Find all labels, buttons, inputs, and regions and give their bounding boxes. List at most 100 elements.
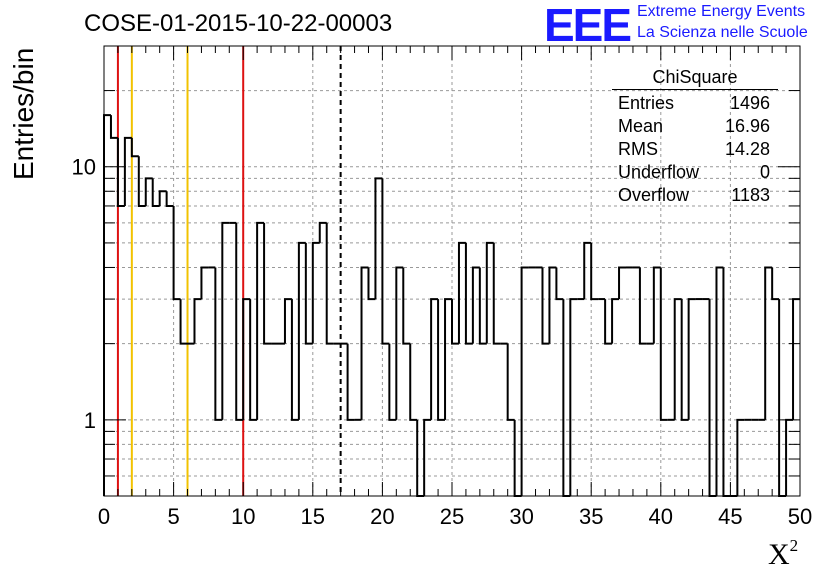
histogram-bin [451, 299, 459, 345]
chart-title: COSE-01-2015-10-22-00003 [84, 10, 393, 37]
histogram-bin [471, 266, 480, 344]
histogram-bin [318, 221, 327, 243]
histogram-bin [618, 266, 626, 300]
histogram-bin [437, 299, 446, 421]
stats-row-underflow: Underflow 0 [612, 161, 778, 184]
histogram-bin [478, 267, 487, 345]
histogram-bin [715, 266, 724, 496]
histogram-bin [520, 266, 529, 496]
histogram-bin [444, 298, 452, 420]
stats-row-entries: Entries 1496 [612, 92, 778, 115]
histogram-bin [792, 298, 800, 420]
stats-label: Entries [618, 93, 675, 113]
histogram-bin [402, 267, 411, 345]
histogram-bin [297, 241, 306, 420]
histogram-bin [388, 343, 397, 421]
logo-line-2: La Scienza nelle Scuole [637, 24, 808, 41]
histogram-bin [144, 177, 153, 206]
histogram-bin [569, 298, 578, 496]
histogram-bin [214, 267, 223, 421]
histogram-bin [590, 242, 599, 301]
histogram-bin [109, 115, 118, 139]
stats-value: 0 [759, 162, 770, 182]
histogram-bin [263, 222, 272, 345]
tick-labels: 0 5 10 15 20 25 30 35 40 45 50 1 10 [72, 155, 813, 529]
histogram-bin [583, 241, 592, 300]
histogram-bin [235, 222, 244, 421]
histogram-bin [771, 267, 780, 301]
histogram-bin [395, 266, 404, 420]
histogram-bin [423, 418, 432, 496]
histogram-bin [221, 221, 230, 420]
stats-label: RMS [618, 139, 658, 159]
histogram-bin [165, 191, 174, 207]
x-tick-label: 35 [579, 504, 603, 529]
stats-row-overflow: Overflow 1183 [612, 184, 778, 207]
histogram-bin [555, 267, 564, 301]
stats-box: ChiSquare Entries 1496 Mean 16.96 RMS 14.28… [612, 66, 778, 207]
histogram-bin [673, 298, 682, 420]
histogram-bin [409, 343, 418, 421]
histogram-bin [764, 266, 773, 420]
histogram-bin [172, 205, 181, 301]
histogram-bin [548, 266, 557, 344]
x-tick-label: 5 [167, 504, 179, 529]
histogram-bin [151, 178, 160, 207]
axes-layer [103, 45, 801, 497]
eee-logo-mark: EEE [544, 0, 632, 51]
histogram-bin [360, 266, 369, 420]
histogram-bin [430, 298, 439, 420]
x-tick-label: 20 [370, 504, 394, 529]
histogram-bin [381, 178, 390, 345]
histogram-layer [103, 114, 800, 497]
stats-label: Overflow [618, 185, 690, 205]
histogram-bin [249, 299, 258, 421]
stats-value: 16.96 [724, 116, 770, 136]
histogram-bin [179, 299, 188, 345]
stats-row-mean: Mean 16.96 [612, 115, 778, 138]
stats-title: ChiSquare [612, 66, 778, 90]
histogram-bin [611, 298, 620, 344]
histogram-bin [604, 299, 613, 345]
stats-value: 14.28 [724, 139, 770, 159]
histogram-bin [242, 298, 251, 420]
x-tick-label: 10 [231, 504, 255, 529]
histogram-bin [659, 267, 668, 421]
histogram-bin [130, 137, 139, 158]
histogram-bin [346, 343, 355, 421]
histogram-bin [708, 299, 717, 497]
histogram-bin [200, 266, 209, 300]
x-tick-label: 50 [788, 504, 812, 529]
x-tick-label: 30 [509, 504, 533, 529]
x-axis-label-base: X [768, 538, 790, 571]
histogram-bin [290, 299, 299, 421]
stats-label: Underflow [618, 162, 700, 182]
histogram-bin [116, 137, 125, 207]
histogram-bin [778, 299, 787, 497]
reference-lines [116, 46, 342, 496]
histogram-bin [283, 298, 292, 344]
histogram-bin [193, 298, 202, 344]
histogram-bin [304, 242, 313, 345]
stats-row-rms: RMS 14.28 [612, 138, 778, 161]
histogram-bin [485, 241, 494, 344]
histogram-bin [680, 299, 689, 421]
histogram-bin [562, 299, 571, 497]
histogram-bin [367, 267, 376, 301]
y-tick-label: 10 [72, 155, 96, 180]
histogram-bin [541, 267, 550, 345]
logo-line-1: Extreme Energy Events [637, 3, 806, 20]
histogram-bin [736, 418, 745, 496]
histogram-bin [687, 298, 696, 420]
x-tick-label: 40 [649, 504, 673, 529]
histogram-bin [492, 242, 501, 345]
x-axis-label: X2 [768, 536, 798, 572]
x-axis-label-superscript: 2 [789, 536, 799, 555]
stats-value: 1496 [729, 93, 770, 113]
x-tick-label: 45 [718, 504, 742, 529]
x-tick-label: 25 [440, 504, 464, 529]
histogram-bin [374, 177, 383, 300]
histogram-bin [638, 267, 647, 345]
y-axis-label: Entries/bin [8, 47, 39, 180]
